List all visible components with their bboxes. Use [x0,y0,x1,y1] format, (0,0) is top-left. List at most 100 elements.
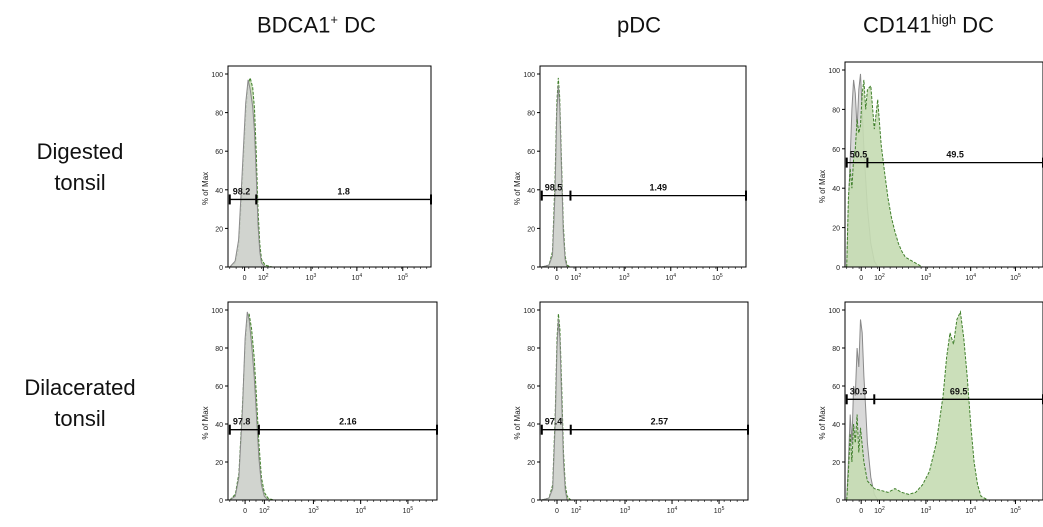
column-title-bdca1: BDCA1+ DC [257,12,376,38]
column-title-pdc-main: pDC [617,12,662,38]
x-tick-label: 104 [667,506,678,515]
plot-frame [539,65,747,268]
y-tick-label: 60 [215,149,223,156]
gate-left-percent: 97.4 [545,417,563,427]
row-label-digested-line1: Digested [36,139,124,164]
y-tick-label: 60 [527,149,535,156]
sample-histogram [228,313,437,501]
row-label-dilacerated-line1: Dilacerated [24,375,136,400]
y-tick-label: 40 [215,188,223,195]
gate-right-percent: 2.57 [651,417,669,427]
y-tick-label: 40 [832,186,840,193]
y-tick-label: 20 [527,460,535,467]
y-tick-label: 0 [219,265,223,272]
y-tick-label: 20 [215,226,223,233]
column-title-cd141: CD141high DC [863,12,994,38]
x-tick-label: 102 [874,506,885,515]
y-tick-label: 100 [211,308,223,315]
control-histogram [541,85,746,268]
gate-right-percent: 2.16 [339,417,357,427]
gate-left-percent: 98.2 [233,186,251,196]
y-tick-label: 60 [832,147,840,154]
sample-histogram [228,76,431,268]
y-tick-label: 60 [215,384,223,391]
y-tick-label: 0 [836,265,840,272]
sample-histogram [541,313,748,501]
x-tick-label: 104 [352,273,363,282]
y-tick-label: 100 [828,308,840,315]
row-label-dilacerated: Dilacerated tonsil [0,372,160,434]
gate-right-percent: 69.5 [950,386,968,396]
histogram-panel: 0 20 40 60 80 100 % of Max 0 102 103 104 105 30.5 69.… [818,301,1043,515]
y-tick-label: 80 [215,111,223,118]
x-tick-label: 0 [859,508,863,515]
x-tick-label: 103 [620,506,631,515]
gate-right-percent: 1.49 [649,183,667,193]
sample-histogram [846,310,1043,501]
gate-left-percent: 30.5 [850,386,868,396]
gate-right-percent: 49.5 [946,150,964,160]
y-tick-label: 0 [531,498,535,505]
plot-frame [844,61,1043,268]
y-tick-label: 0 [531,265,535,272]
column-title-pdc: pDC [617,12,661,38]
x-tick-label: 103 [619,273,630,282]
x-tick-label: 103 [921,273,932,282]
x-tick-label: 0 [243,508,247,515]
x-tick-label: 0 [555,508,559,515]
y-tick-label: 100 [828,68,840,75]
y-axis-label: % of Max [818,406,827,439]
y-tick-label: 40 [527,188,535,195]
x-tick-label: 0 [555,275,559,282]
row-label-digested-line2: tonsil [54,170,106,195]
y-axis-label: % of Max [513,172,522,205]
y-tick-label: 20 [832,226,840,233]
histogram-panel: 0 20 40 60 80 100 % of Max 0 102 103 104 105 98.5 1.4… [513,65,747,282]
control-histogram [541,319,748,501]
plot-frame [227,65,432,268]
sample-histogram [541,77,746,268]
column-title-cd141-main: CD141 [863,12,932,38]
y-tick-label: 20 [527,226,535,233]
gate-left-percent: 98.5 [545,183,563,193]
plot-frame [844,301,1043,501]
x-tick-label: 103 [921,506,932,515]
x-tick-label: 105 [403,506,414,515]
column-title-cd141-sup: high [931,12,957,27]
x-tick-label: 103 [308,506,319,515]
histogram-panel: 0 20 40 60 80 100 % of Max 0 102 103 104 105 97.4 2.5… [513,301,749,515]
column-title-bdca1-main: BDCA1 [257,12,331,38]
x-tick-label: 104 [965,506,976,515]
y-tick-label: 0 [836,498,840,505]
y-tick-label: 80 [527,346,535,353]
y-axis-label: % of Max [818,170,827,203]
x-tick-label: 105 [397,273,408,282]
x-tick-label: 102 [874,273,885,282]
column-title-bdca1-rest: DC [337,12,376,38]
x-tick-label: 105 [1010,273,1021,282]
x-tick-label: 102 [571,273,582,282]
column-title-cd141-rest: DC [956,12,994,38]
y-tick-label: 0 [219,498,223,505]
column-title-bdca1-sup: + [330,12,338,27]
y-tick-label: 40 [832,422,840,429]
y-tick-label: 100 [211,72,223,79]
x-tick-label: 104 [665,273,676,282]
y-axis-label: % of Max [201,406,210,439]
x-tick-label: 104 [355,506,366,515]
x-tick-label: 0 [859,275,863,282]
histogram-panel: 0 20 40 60 80 100 % of Max 0 102 103 104 105 50.5 49.… [818,61,1043,282]
plot-frame [539,301,749,501]
x-tick-label: 105 [1010,506,1021,515]
y-tick-label: 80 [215,346,223,353]
y-tick-label: 100 [523,72,535,79]
y-axis-label: % of Max [513,406,522,439]
x-tick-label: 102 [259,506,270,515]
y-tick-label: 60 [527,384,535,391]
row-label-digested: Digested tonsil [0,136,160,198]
sample-histogram [846,79,1043,268]
y-tick-label: 80 [832,107,840,114]
y-tick-label: 20 [832,460,840,467]
plot-frame [227,301,438,501]
control-histogram [228,311,437,501]
